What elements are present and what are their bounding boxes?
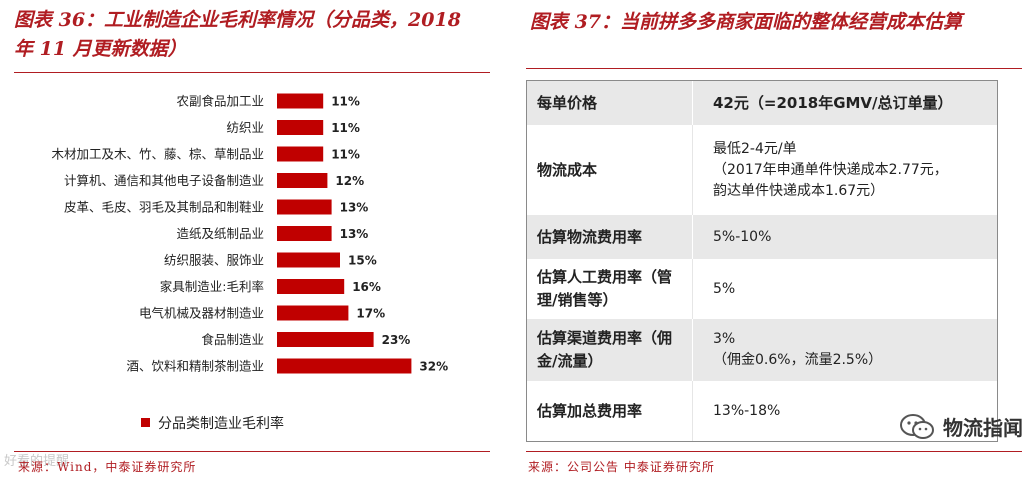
value-label: 11% [331,121,360,135]
bar [277,120,324,135]
row-key: 每单价格 [527,81,693,125]
bar [277,279,345,294]
source-rule [526,451,1022,452]
table-row: 估算加总费用率 13%-18% [527,381,997,441]
row-key: 估算加总费用率 [527,381,693,441]
table-row: 估算物流费用率 5%-10% [527,215,997,259]
watermark: 好看的提醒 [4,454,70,469]
figure-37-title: 图表 37：当前拼多多商家面临的整体经营成本估算 [530,11,963,33]
row-value: 最低2-4元/单 （2017年申通单件快递成本2.77元， 韵达单件快递成本1.67… [693,125,997,215]
value-label: 15% [348,254,377,268]
row-value-line: 13%-18% [713,402,781,419]
category-label: 计算机、通信和其他电子设备制造业 [64,173,264,188]
row-value: 13%-18% [693,381,997,441]
left-figure: 图表 36：工业制造企业毛利率情况（分品类，2018 年 11 月更新数据） 农… [0,0,498,480]
category-label: 电气机械及器材制造业 [139,306,264,321]
value-label: 13% [340,227,369,241]
legend-swatch [141,418,150,427]
row-value: 5% [693,259,997,319]
row-key: 物流成本 [527,125,693,215]
title-underline [526,68,1022,69]
category-label: 皮革、毛皮、羽毛及其制品和制鞋业 [64,200,264,215]
source-note: 来源：公司公告 中泰证券研究所 [528,460,715,474]
value-label: 13% [340,201,369,215]
category-label: 纺织服装、服饰业 [164,253,264,268]
wechat-icon [900,413,934,439]
title-underline [14,72,490,73]
row-value-line: （2017年申通单件快递成本2.77元， [713,161,948,178]
row-value-line: 5% [713,280,736,297]
cost-table: 每单价格 42元（=2018年GMV/总订单量） 物流成本 最低2-4元/单 （2017… [526,80,998,442]
bar [277,252,340,268]
source-rule [14,451,490,452]
row-value-line: 3% [713,331,736,347]
value-label: 16% [352,280,381,294]
category-label: 木材加工及木、竹、藤、棕、草制品业 [51,147,264,162]
legend-label: 分品类制造业毛利率 [158,415,284,432]
category-label: 食品制造业 [201,332,264,347]
bar [277,305,349,321]
row-key: 估算人工费用率（管理/销售等） [527,259,693,319]
row-value: 42元（=2018年GMV/总订单量） [693,81,997,125]
category-label: 酒、饮料和精制茶制造业 [126,359,264,374]
brand-badge: 物流指闻 [899,412,1023,441]
row-value-line: 42元（=2018年GMV/总订单量） [713,93,953,112]
source-note: 来源：Wind，中泰证券研究所 [18,460,197,474]
right-figure: 图表 37：当前拼多多商家面临的整体经营成本估算 每单价格 42元（=2018年G… [518,0,1033,480]
bar [277,173,328,188]
row-key: 估算物流费用率 [527,215,693,259]
table-row: 估算渠道费用率（佣金/流量） 3% （佣金0.6%，流量2.5%） [527,319,997,381]
table-row: 物流成本 最低2-4元/单 （2017年申通单件快递成本2.77元， 韵达单件快递成本… [527,125,997,215]
row-value: 5%-10% [693,215,997,259]
category-label: 家具制造业:毛利率 [160,279,264,294]
table-row: 每单价格 42元（=2018年GMV/总订单量） [527,81,997,125]
row-key: 估算渠道费用率（佣金/流量） [527,319,693,381]
bar [277,93,324,109]
value-label: 17% [356,307,385,321]
value-label: 11% [331,95,360,109]
value-label: 11% [331,148,360,162]
row-value: 3% （佣金0.6%，流量2.5%） [693,319,997,381]
value-label: 32% [419,360,448,374]
bar [277,146,324,162]
value-label: 23% [382,333,411,347]
bar [277,226,332,241]
row-value-line: （佣金0.6%，流量2.5%） [713,352,883,368]
table-row: 估算人工费用率（管理/销售等） 5% [527,259,997,319]
bar [277,358,412,374]
row-value-line: 最低2-4元/单 [713,140,797,157]
category-label: 纺织业 [226,120,264,135]
bar [277,332,374,347]
row-value-line: 韵达单件快递成本1.67元） [713,182,885,199]
category-label: 农副食品加工业 [176,94,264,109]
margin-bar-chart: 农副食品加工业 11% 纺织业 11% 木材加工及木、竹、藤、棕、草制品业 11% 计算机、… [51,93,448,432]
value-label: 12% [335,174,364,188]
brand-name: 物流指闻 [943,416,1023,440]
bar [277,199,332,215]
row-value-line: 5%-10% [713,228,772,245]
category-label: 造纸及纸制品业 [176,226,264,241]
figure-36-title: 图表 36：工业制造企业毛利率情况（分品类，2018 年 11 月更新数据） [14,9,461,60]
